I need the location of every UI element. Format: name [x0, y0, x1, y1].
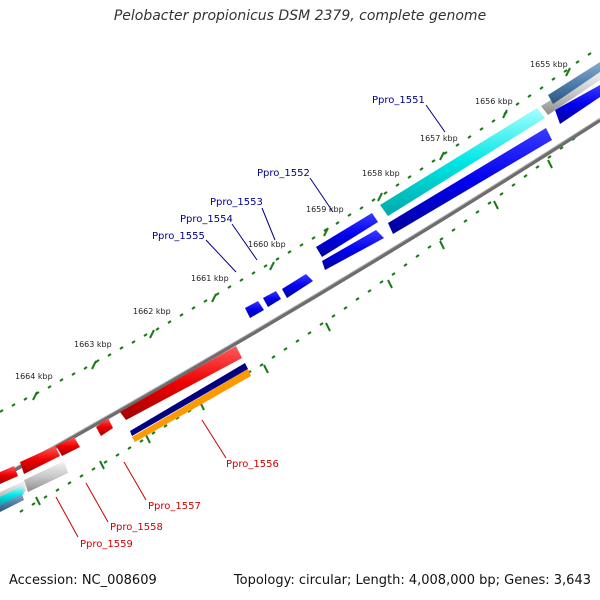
gene-ppro-1551-cyan[interactable] [380, 108, 545, 216]
gene-ppro-1559[interactable] [20, 446, 60, 474]
map-title: Pelobacter propionicus DSM 2379, complet… [113, 8, 487, 24]
gene-cyan-left-edge[interactable] [0, 486, 24, 505]
gene-ppro-1556-orange[interactable] [132, 369, 251, 442]
gene-ppro-1552-upper[interactable] [316, 213, 378, 257]
gene-ppro-1551-upper[interactable] [555, 85, 600, 124]
gene-ppro-1557[interactable] [96, 418, 113, 436]
gene-ppro-1552-lower[interactable] [388, 128, 552, 234]
gene-label-ppro-1557[interactable]: Ppro_1557 [148, 501, 201, 512]
gene-ppro-1556-navy[interactable] [130, 363, 248, 436]
gene-grey-left[interactable] [24, 461, 68, 492]
scale-label: 1661 kbp [191, 274, 229, 283]
forward-strand-track [245, 62, 600, 318]
scale-label: 1658 kbp [362, 169, 400, 178]
gene-ppro-1554[interactable] [282, 274, 313, 298]
gene-ppro-1555-b[interactable] [245, 301, 264, 318]
gene-ppro-1556-red[interactable] [120, 346, 242, 420]
inner-major-ticks [35, 159, 553, 506]
reverse-strand-track [0, 346, 251, 512]
scale-label: 1662 kbp [133, 307, 171, 316]
gene-label-ppro-1554[interactable]: Ppro_1554 [180, 214, 233, 225]
scale-label: 1656 kbp [475, 97, 513, 106]
gene-label-ppro-1556[interactable]: Ppro_1556 [226, 459, 279, 470]
scale-label: 1657 kbp [420, 134, 458, 143]
gene-label-ppro-1553[interactable]: Ppro_1553 [210, 197, 263, 208]
scale-labels: 1655 kbp 1656 kbp 1657 kbp 1658 kbp 1659… [15, 60, 568, 381]
gene-ppro-1558[interactable] [56, 437, 80, 456]
gene-ppro-1555-a[interactable] [263, 291, 281, 307]
scale-label: 1659 kbp [306, 205, 344, 214]
scale-label: 1663 kbp [74, 340, 112, 349]
outer-major-ticks [32, 67, 571, 401]
scale-label: 1660 kbp [248, 240, 286, 249]
gene-label-ppro-1552[interactable]: Ppro_1552 [257, 168, 310, 179]
genome-backbone [0, 117, 600, 480]
gene-steel-left-edge[interactable] [0, 494, 24, 512]
gene-labels: Ppro_1551 Ppro_1552 Ppro_1553 Ppro_1554 … [80, 95, 425, 550]
gene-ppro-1553[interactable] [322, 230, 384, 270]
scale-label: 1664 kbp [15, 372, 53, 381]
scale-label: 1655 kbp [530, 60, 568, 69]
gene-label-ppro-1555[interactable]: Ppro_1555 [152, 231, 205, 242]
callout-lines [55, 104, 446, 538]
genome-summary-text: Topology: circular; Length: 4,008,000 bp… [233, 573, 591, 588]
gene-label-ppro-1551[interactable]: Ppro_1551 [372, 95, 425, 106]
gene-label-ppro-1558[interactable]: Ppro_1558 [110, 522, 163, 533]
gene-steel-top[interactable] [548, 62, 600, 104]
gene-label-ppro-1559[interactable]: Ppro_1559 [80, 539, 133, 550]
outer-tick-ring [0, 52, 592, 413]
gene-red-left-edge[interactable] [0, 466, 18, 484]
accession-text: Accession: NC_008609 [9, 573, 157, 588]
